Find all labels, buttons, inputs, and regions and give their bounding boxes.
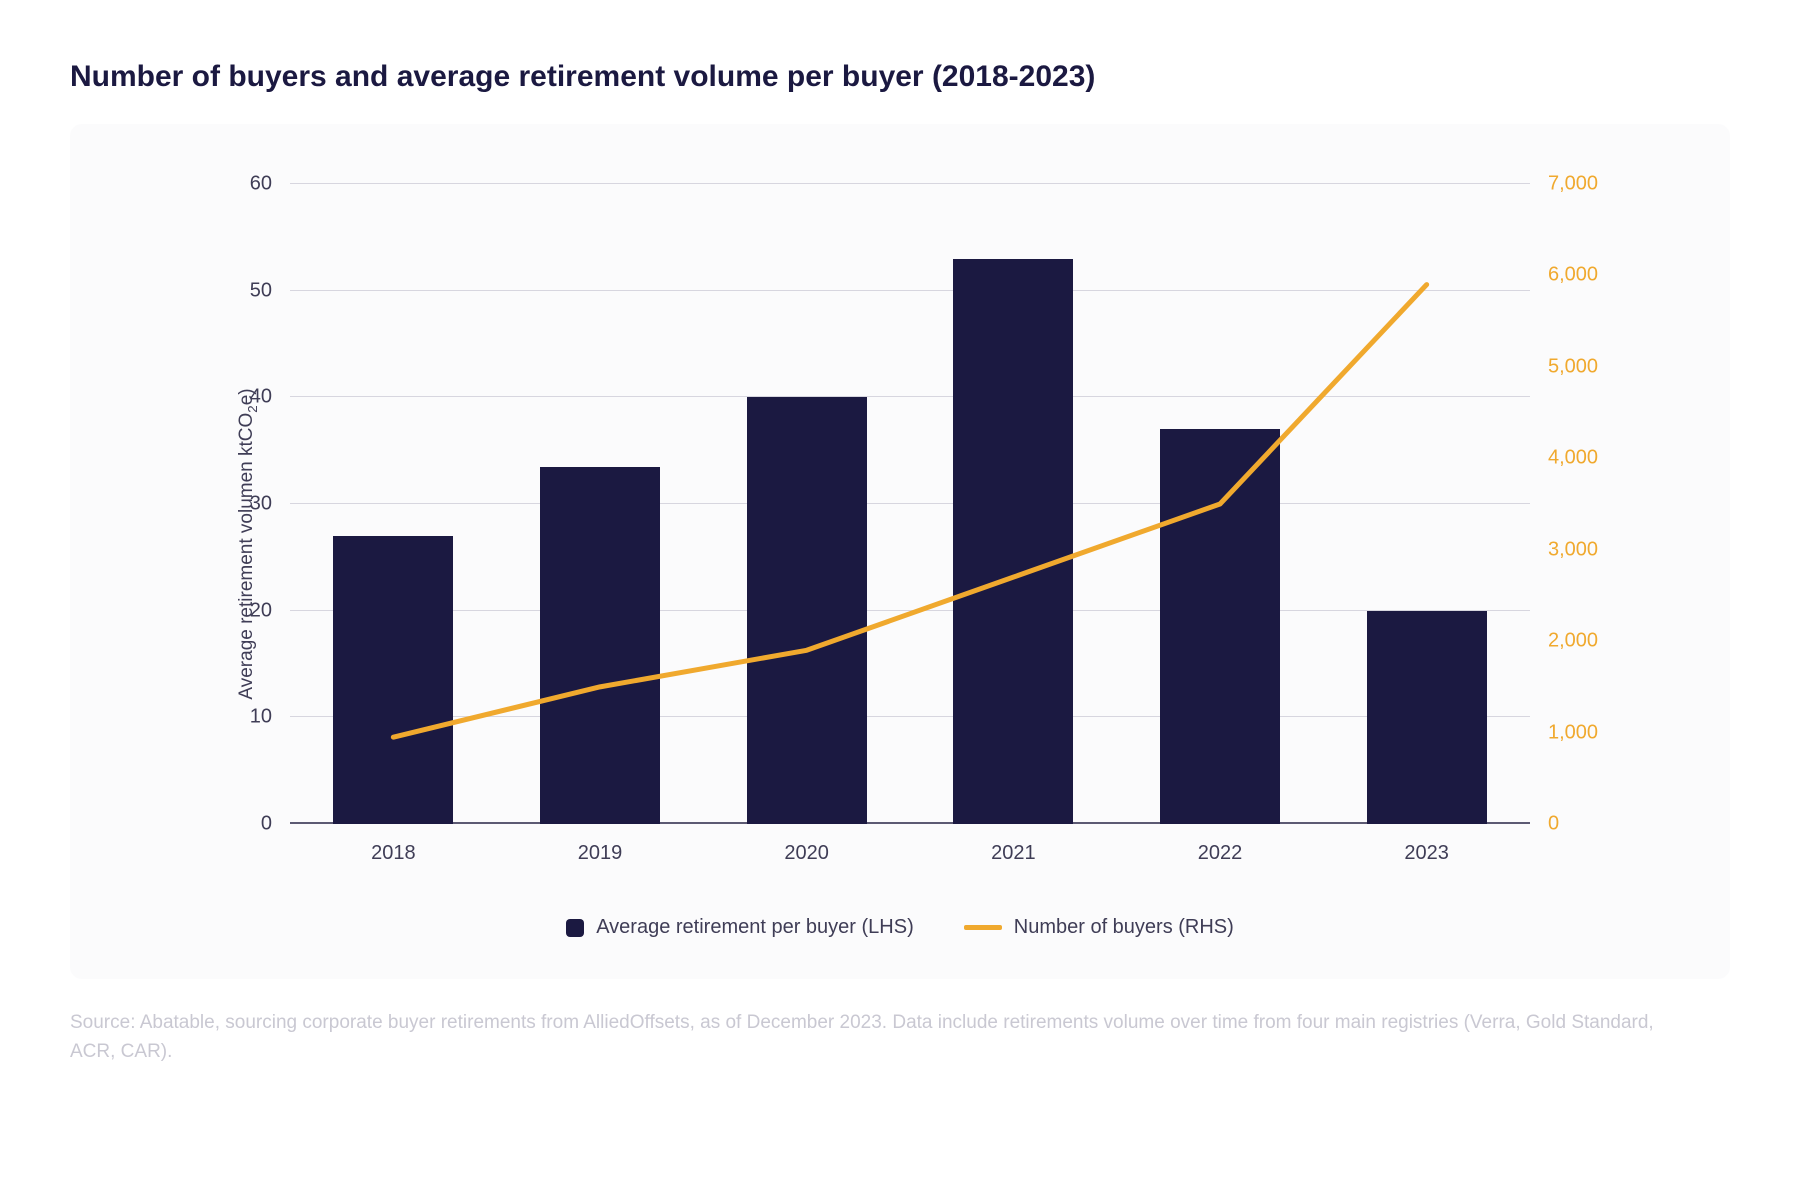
legend-item-line: Number of buyers (RHS) (964, 916, 1234, 939)
y-left-axis-title: Average retirement volumen ktCO2e) (236, 388, 260, 699)
legend-label-line: Number of buyers (RHS) (1014, 916, 1234, 939)
x-tick-label: 2018 (371, 824, 416, 865)
x-tick-label: 2021 (991, 824, 1036, 865)
y-left-tick-label: 50 (250, 279, 290, 302)
chart-title: Number of buyers and average retirement … (70, 60, 1730, 94)
chart-card: Average retirement volumen ktCO2e) 01020… (70, 124, 1730, 979)
y-right-tick-label: 3,000 (1530, 538, 1598, 561)
y-left-tick-label: 20 (250, 599, 290, 622)
y-left-tick-label: 0 (261, 813, 290, 836)
line-series (290, 184, 1530, 824)
chart-area: Average retirement volumen ktCO2e) 01020… (220, 184, 1600, 904)
y-left-tick-label: 60 (250, 173, 290, 196)
y-left-tick-label: 40 (250, 386, 290, 409)
y-right-tick-label: 4,000 (1530, 447, 1598, 470)
legend-swatch-line (964, 925, 1002, 930)
y-left-tick-label: 10 (250, 706, 290, 729)
y-right-tick-label: 6,000 (1530, 264, 1598, 287)
legend-label-bars: Average retirement per buyer (LHS) (596, 916, 914, 939)
x-tick-label: 2020 (784, 824, 829, 865)
y-right-tick-label: 7,000 (1530, 173, 1598, 196)
y-right-tick-label: 5,000 (1530, 355, 1598, 378)
legend: Average retirement per buyer (LHS) Numbe… (130, 916, 1670, 939)
y-right-tick-label: 0 (1530, 813, 1559, 836)
plot-area: 010203040506001,0002,0003,0004,0005,0006… (290, 184, 1530, 824)
x-tick-label: 2023 (1404, 824, 1449, 865)
source-text: Source: Abatable, sourcing corporate buy… (70, 1009, 1670, 1066)
x-tick-label: 2022 (1198, 824, 1243, 865)
x-tick-label: 2019 (578, 824, 623, 865)
legend-item-bars: Average retirement per buyer (LHS) (566, 916, 914, 939)
y-right-tick-label: 1,000 (1530, 721, 1598, 744)
legend-swatch-bar (566, 919, 584, 937)
y-left-tick-label: 30 (250, 493, 290, 516)
y-right-tick-label: 2,000 (1530, 630, 1598, 653)
